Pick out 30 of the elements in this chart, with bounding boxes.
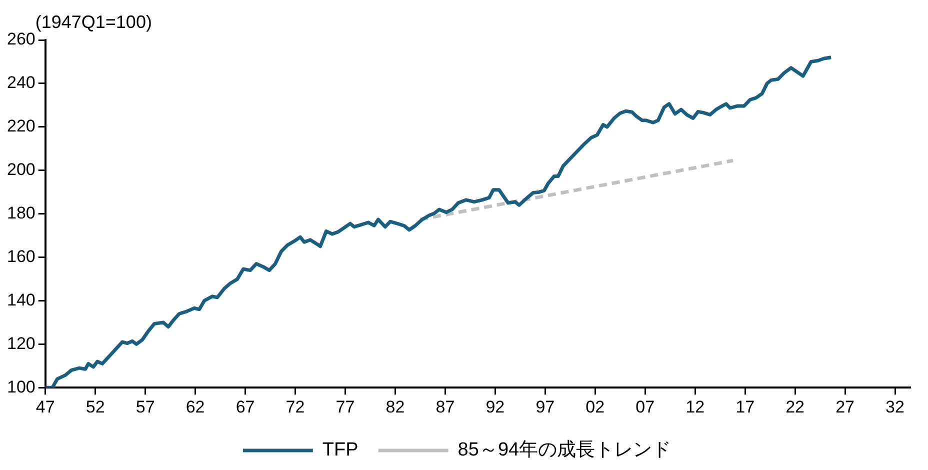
x-tick-label: 02 <box>586 397 605 416</box>
x-tick-label: 77 <box>336 397 355 416</box>
y-tick-label: 220 <box>6 116 36 136</box>
x-tick-label: 97 <box>536 397 555 416</box>
x-tick-label: 17 <box>736 397 755 416</box>
x-tick-label: 92 <box>486 397 505 416</box>
x-tick-label: 57 <box>136 397 155 416</box>
y-tick-label: 160 <box>6 246 36 266</box>
y-tick-label: 120 <box>6 334 36 353</box>
legend-label: TFP <box>322 440 358 461</box>
x-tick-label: 67 <box>236 397 255 416</box>
x-tick-label: 32 <box>886 397 904 416</box>
x-tick-label: 87 <box>436 397 455 416</box>
x-tick-label: 47 <box>36 397 55 416</box>
x-tick-label: 12 <box>686 397 705 416</box>
y-tick-label: 140 <box>6 290 36 310</box>
x-tick-label: 22 <box>786 397 805 416</box>
x-tick-label: 27 <box>836 397 854 416</box>
y-tick-label: 260 <box>6 30 36 49</box>
x-tick-label: 07 <box>636 397 655 416</box>
y-tick-label: 200 <box>6 160 36 180</box>
x-tick-label: 72 <box>286 397 305 416</box>
x-tick-label: 52 <box>86 397 105 416</box>
legend-label: 85～94年の成長トレンド <box>458 440 672 461</box>
x-tick-label: 62 <box>186 397 205 416</box>
y-tick-label: 180 <box>6 203 36 222</box>
y-tick-label: 240 <box>6 73 36 92</box>
y-tick-label: 100 <box>6 377 36 396</box>
x-tick-label: 82 <box>386 397 405 416</box>
y-axis-title: (1947Q1=100) <box>35 12 152 32</box>
